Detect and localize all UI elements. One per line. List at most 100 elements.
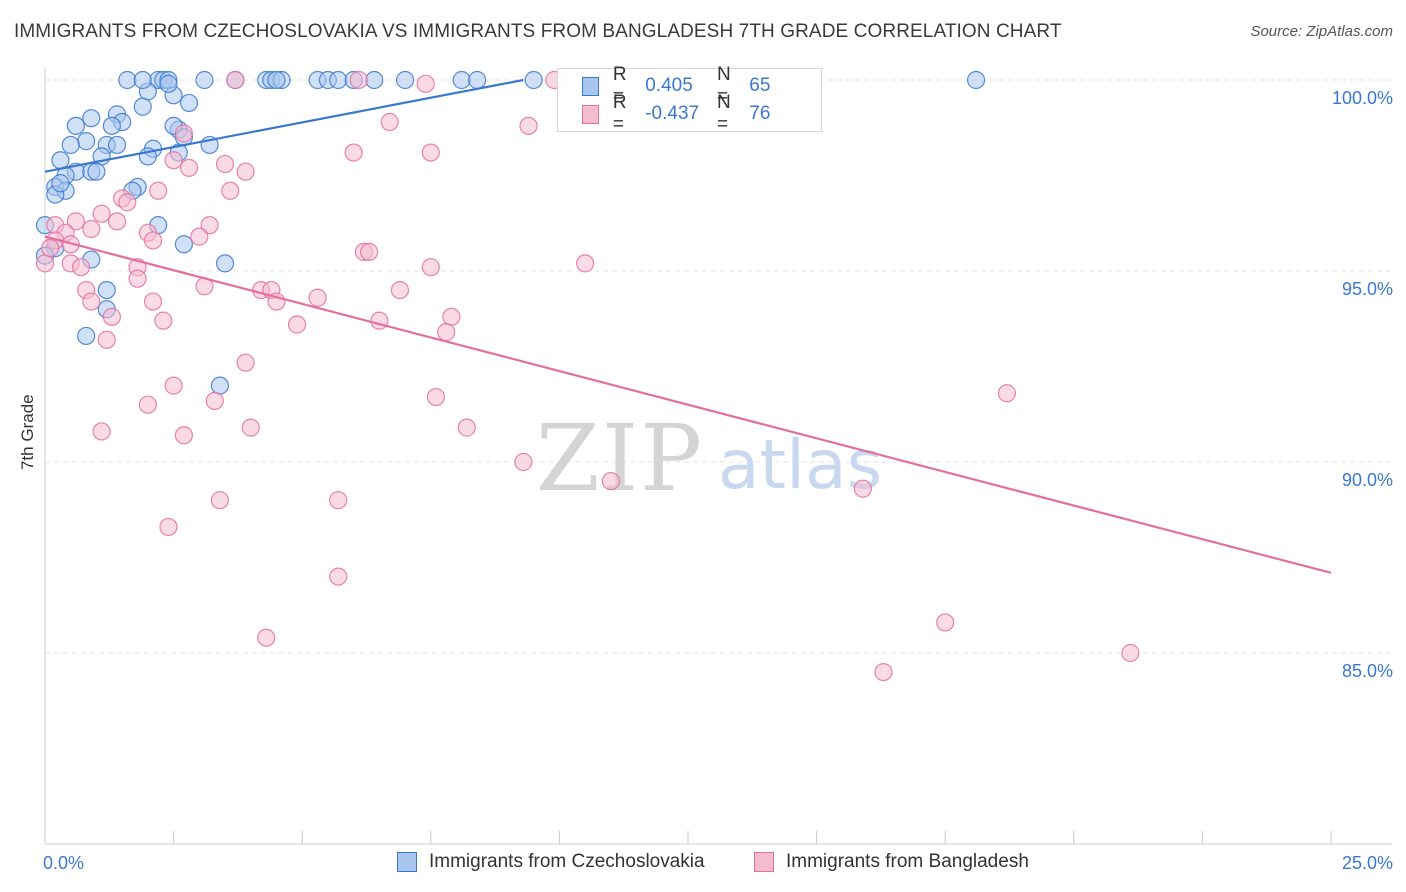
bangladesh-point — [576, 254, 595, 273]
bangladesh-point — [287, 315, 307, 334]
bangladesh-point — [174, 426, 193, 445]
bangladesh-point — [514, 452, 533, 472]
czechoslovakia-point — [210, 376, 229, 395]
czechoslovakia-point — [174, 235, 193, 254]
bangladesh-point — [154, 311, 173, 330]
bangladesh-point — [200, 216, 219, 235]
bangladesh-point — [128, 269, 147, 288]
bangladesh-point — [179, 158, 199, 177]
bangladesh-point — [936, 613, 955, 632]
legend-item-bangladesh[interactable]: Immigrants from Bangladesh — [754, 851, 1029, 873]
bangladesh-point — [241, 418, 260, 437]
series-bangladesh — [35, 70, 1140, 682]
trend-line-bangladesh — [44, 235, 1332, 574]
bangladesh-point — [390, 281, 410, 300]
bangladesh-point — [107, 212, 127, 231]
bangladesh-point — [519, 116, 538, 135]
watermark-zip: ZIP — [536, 405, 704, 512]
czechoslovakia-point — [215, 254, 235, 273]
tick-labels: 100.0% 95.0% 90.0% 85.0% 0.0% 25.0% — [43, 88, 1393, 873]
czechoslovakia-point — [118, 70, 137, 90]
trend-lines — [44, 78, 1332, 574]
watermark: ZIP atlas — [536, 405, 882, 512]
czechoslovakia-point — [159, 74, 178, 93]
czechoslovakia-point — [133, 97, 152, 116]
bangladesh-point — [102, 307, 121, 326]
series-czechoslovakia — [35, 70, 986, 395]
legend-swatch-pink — [754, 852, 774, 872]
legend-swatch-pink — [582, 104, 599, 124]
bangladesh-point — [236, 353, 255, 372]
bangladesh-point — [82, 219, 101, 239]
bangladesh-point — [190, 227, 209, 246]
czechoslovakia-point — [66, 116, 85, 135]
legend-label-bangladesh: Immigrants from Bangladesh — [786, 851, 1029, 872]
czechoslovakia-point — [966, 70, 986, 90]
czechoslovakia-point — [179, 93, 199, 113]
czechoslovakia-point — [267, 70, 286, 90]
legend-row-bangladesh: R = -0.437 N = 76 — [582, 92, 821, 135]
bangladesh-point — [210, 491, 229, 510]
bangladesh-point — [149, 181, 168, 200]
x-tick-label-max: 25.0% — [1342, 853, 1393, 873]
bangladesh-point — [426, 387, 446, 407]
czechoslovakia-point — [77, 132, 96, 151]
czechoslovakia-point — [195, 70, 214, 90]
czechoslovakia-point — [452, 70, 471, 90]
bangladesh-point — [221, 181, 240, 200]
legend-n-value: 76 — [749, 103, 771, 124]
legend-r-label: R = — [612, 64, 627, 107]
bangladesh-point — [82, 292, 101, 311]
bangladesh-point — [92, 204, 111, 223]
axes — [44, 68, 1392, 845]
bangladesh-point — [359, 242, 379, 261]
bangladesh-point — [66, 212, 85, 231]
bangladesh-point — [35, 254, 55, 273]
bangladesh-point — [159, 517, 178, 537]
bangladesh-point — [236, 162, 255, 181]
legend-n-label: N = — [716, 64, 731, 107]
legend-swatch-blue — [397, 852, 417, 872]
y-tick-label: 95.0% — [1342, 279, 1393, 299]
legend-swatch-blue — [582, 76, 599, 96]
czechoslovakia-point — [77, 326, 96, 346]
bangladesh-point — [437, 323, 456, 342]
bangladesh-point — [329, 567, 348, 586]
trend-line-czechoslovakia — [44, 78, 524, 173]
bangladesh-point — [257, 628, 276, 647]
bangladesh-point — [421, 143, 440, 162]
y-tick-label: 100.0% — [1332, 88, 1393, 108]
bangladesh-point — [874, 662, 893, 682]
bangladesh-point — [226, 70, 245, 90]
legend-item-czechoslovakia[interactable]: Immigrants from Czechoslovakia — [397, 851, 705, 873]
legend-r-value: -0.437 — [645, 103, 700, 124]
legend-row-czechoslovakia: R = 0.405 N = 65 — [582, 64, 821, 107]
czechoslovakia-point — [102, 116, 121, 135]
bangladesh-point — [164, 376, 183, 395]
bangladesh-point — [205, 391, 224, 410]
bangladesh-point — [344, 143, 363, 162]
x-tick-label-min: 0.0% — [43, 853, 84, 873]
czechoslovakia-point — [97, 281, 116, 300]
bangladesh-point — [174, 124, 193, 143]
y-tick-label: 85.0% — [1342, 661, 1393, 681]
czechoslovakia-point — [51, 174, 70, 193]
legend-r-value: 0.405 — [645, 75, 693, 96]
series-legend: Immigrants from Czechoslovakia Immigrant… — [0, 851, 1406, 879]
bangladesh-point — [457, 418, 476, 437]
bangladesh-point — [118, 193, 137, 212]
bangladesh-point — [143, 231, 163, 250]
bangladesh-point — [215, 154, 235, 174]
bangladesh-point — [380, 112, 399, 132]
bangladesh-point — [41, 238, 60, 258]
bangladesh-point — [1121, 643, 1140, 663]
czechoslovakia-point — [51, 151, 70, 170]
chart-title: IMMIGRANTS FROM CZECHOSLOVAKIA VS IMMIGR… — [14, 21, 1062, 42]
czechoslovakia-point — [329, 70, 348, 90]
czechoslovakia-point — [61, 135, 80, 155]
bangladesh-point — [97, 330, 116, 349]
czechoslovakia-point — [133, 70, 152, 90]
bangladesh-point — [416, 74, 435, 93]
bangladesh-point — [308, 288, 327, 307]
